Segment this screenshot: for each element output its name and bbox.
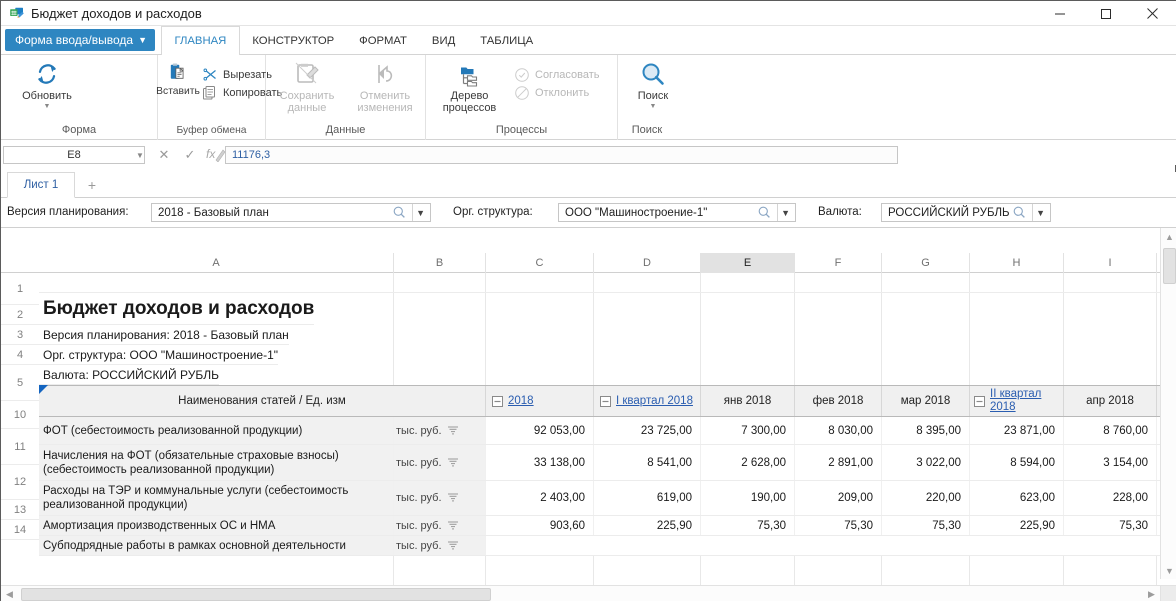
svg-text:fx: fx (206, 147, 216, 161)
